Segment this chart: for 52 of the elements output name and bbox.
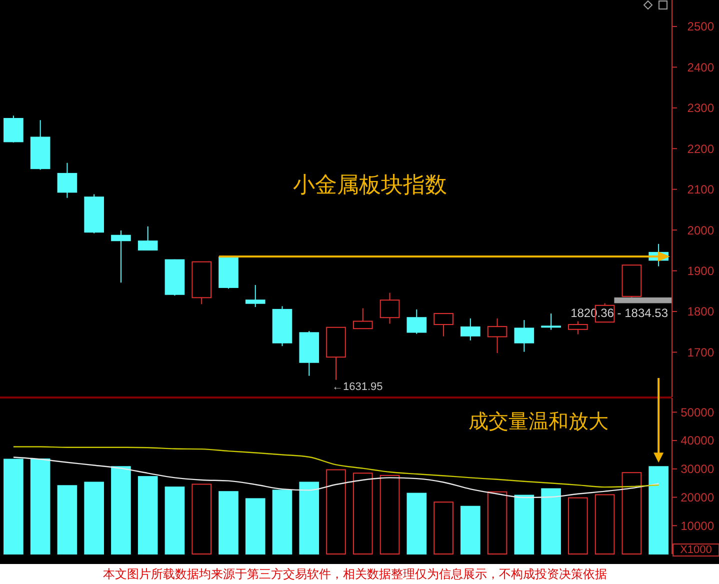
bar: [30, 458, 50, 554]
bar: [218, 491, 238, 554]
y-tick-label: 2100: [687, 182, 714, 197]
bar: [460, 506, 480, 554]
annotation: 成交量温和放大: [468, 411, 609, 433]
bar: [622, 472, 642, 554]
bar: [4, 458, 24, 554]
candlestick: [380, 292, 400, 324]
bar: [594, 494, 615, 554]
bar: [84, 482, 104, 554]
y-tick-label: 40000: [680, 434, 714, 448]
y-tick-label: 2400: [687, 60, 714, 74]
bar: [406, 492, 427, 554]
bar: [514, 494, 534, 554]
y-tick-label: 50000: [680, 405, 714, 420]
bar: [138, 476, 158, 554]
bar: [299, 482, 320, 554]
candlestick: [541, 313, 561, 330]
bar: [192, 484, 212, 554]
bar: [272, 490, 292, 554]
candlestick: [514, 320, 534, 352]
bar: [352, 472, 373, 554]
text: 小金属板块指数: [293, 172, 447, 197]
line-series: [12, 446, 660, 488]
y-tick-label: 2300: [687, 101, 714, 116]
text: 本文图片所载数据均来源于第三方交易软件，相关数据整理仅为信息展示，不构成投资决策依据: [103, 567, 607, 581]
bar: [434, 502, 454, 554]
y-tick-label: 2500: [687, 20, 714, 34]
y-tick-label: 1900: [687, 264, 714, 278]
y-axis-title: X1000: [680, 544, 712, 556]
annotation: ←1631.95: [332, 381, 383, 393]
bar: [164, 486, 185, 554]
bar: [568, 497, 588, 554]
y-tick-label: 30000: [680, 462, 714, 476]
candlestick: [487, 318, 508, 354]
bar: [648, 466, 668, 554]
y-tick-label: 2000: [687, 223, 714, 238]
bar: [380, 474, 400, 554]
bar: [541, 488, 561, 554]
y-tick-label: 1700: [687, 345, 714, 360]
candlestick: [57, 162, 78, 198]
y-tick-label: 2200: [687, 142, 714, 156]
candlestick: [111, 230, 131, 284]
y-tick-label: 20000: [680, 490, 714, 504]
bar: [326, 469, 346, 554]
line-series: [12, 456, 660, 498]
bar: [57, 485, 78, 554]
y-tick-label: 1800: [687, 304, 714, 319]
y-tick-label: 10000: [680, 518, 714, 533]
bar: [111, 466, 131, 554]
bar: [245, 498, 266, 554]
bar: [487, 491, 508, 554]
